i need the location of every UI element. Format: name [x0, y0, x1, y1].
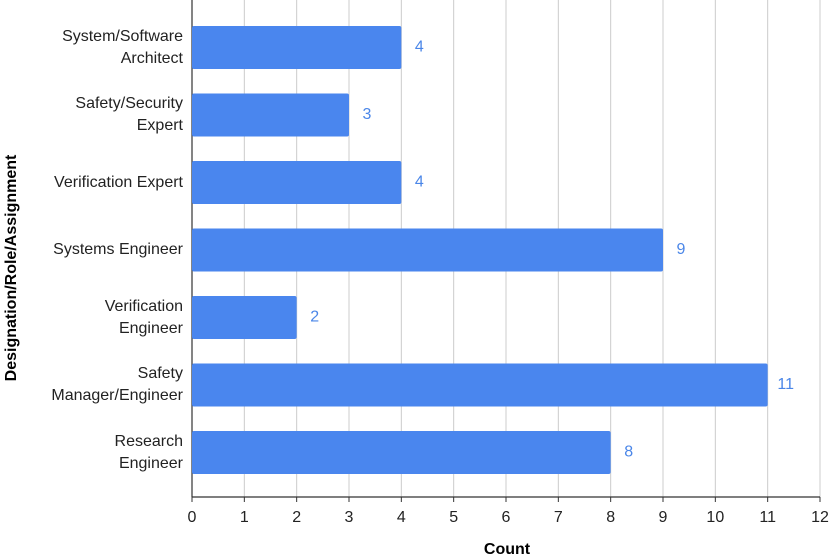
- x-tick-label: 2: [292, 509, 301, 526]
- x-tick-label: 0: [188, 509, 197, 526]
- x-tick-label: 3: [345, 509, 354, 526]
- y-tick-label: Systems Engineer: [53, 241, 183, 258]
- y-tick-label: Safety/Security Expert: [75, 95, 183, 134]
- x-tick-label: 8: [606, 509, 615, 526]
- y-tick-label: Safety Manager/Engineer: [51, 365, 183, 404]
- bar: [192, 93, 349, 137]
- bar: [192, 296, 297, 339]
- x-tick-label: 9: [659, 509, 668, 526]
- bar: [192, 161, 402, 204]
- y-tick-label: Research Engineer: [114, 432, 183, 472]
- y-axis-title: Designation/Role/Assignment: [3, 154, 20, 381]
- x-axis-title: Count: [484, 541, 531, 558]
- bar: [192, 431, 611, 474]
- y-tick-label: Verification Engineer: [104, 297, 183, 337]
- value-label: 11: [777, 376, 794, 393]
- value-label: 2: [310, 309, 319, 326]
- value-label: 9: [677, 241, 686, 258]
- bar: [192, 363, 768, 407]
- value-label: 4: [415, 174, 424, 191]
- x-tick-label: 5: [449, 509, 458, 526]
- x-tick-label: 6: [502, 509, 511, 526]
- value-label: 4: [415, 39, 424, 56]
- x-tick-label: 11: [759, 509, 776, 526]
- value-label: 8: [624, 444, 633, 461]
- value-label: 3: [363, 106, 372, 123]
- x-tick-label: 4: [397, 509, 406, 526]
- bar: [192, 228, 663, 272]
- x-tick-label: 12: [811, 509, 829, 526]
- y-tick-label: System/Software Architect: [62, 27, 183, 67]
- bar: [192, 26, 402, 69]
- x-tick-label: 1: [240, 509, 249, 526]
- x-tick-label: 7: [554, 509, 563, 526]
- x-tick-label: 10: [706, 509, 724, 526]
- y-tick-label: Verification Expert: [54, 173, 183, 191]
